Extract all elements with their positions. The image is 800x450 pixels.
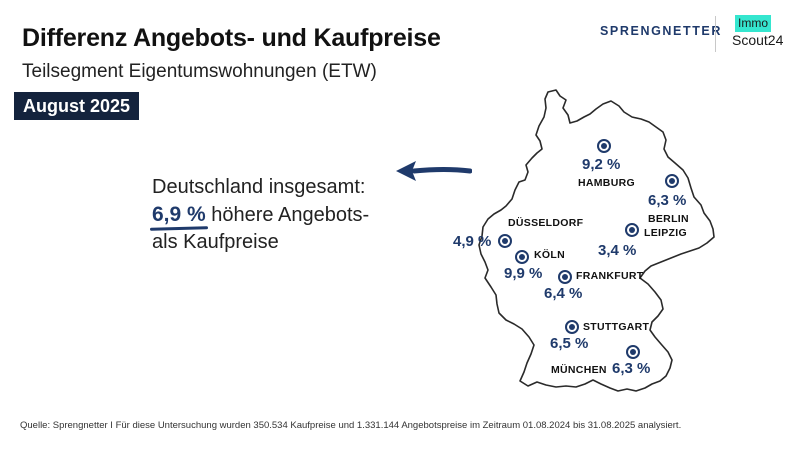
muenchen-label: MÜNCHEN bbox=[551, 364, 607, 376]
source-note: Quelle: Sprengnetter I Für diese Untersu… bbox=[20, 420, 682, 431]
berlin-marker bbox=[665, 174, 679, 188]
muenchen-value: 6,3 % bbox=[612, 360, 651, 377]
hamburg-value: 9,2 % bbox=[582, 156, 621, 173]
koeln-marker bbox=[515, 250, 529, 264]
germany-outline bbox=[478, 89, 715, 392]
date-badge: August 2025 bbox=[14, 92, 140, 120]
national-line3: als Kaufpreise bbox=[152, 231, 279, 253]
national-line2: 6,9 % höhere Angebots- bbox=[149, 201, 370, 231]
sprengnetter-logo: SPRENGNETTER bbox=[600, 24, 722, 38]
hamburg-marker bbox=[597, 139, 611, 153]
stuttgart-marker bbox=[565, 320, 579, 334]
hamburg-label: HAMBURG bbox=[578, 177, 635, 189]
leipzig-label: LEIPZIG bbox=[644, 227, 687, 239]
page-subtitle: Teilsegment Eigentumswohnungen (ETW) bbox=[22, 61, 377, 82]
koeln-value: 9,9 % bbox=[504, 265, 543, 282]
koeln-label: KÖLN bbox=[534, 249, 565, 261]
national-value: 6,9 % bbox=[149, 203, 208, 231]
pointer-arrow bbox=[396, 161, 472, 181]
logo-divider bbox=[715, 16, 716, 52]
national-line2-rest: höhere Angebots- bbox=[205, 204, 370, 226]
leipzig-marker bbox=[625, 223, 639, 237]
frankfurt-value: 6,4 % bbox=[544, 285, 583, 302]
immoscout-logo-bottom: Scout24 bbox=[732, 32, 784, 48]
stuttgart-label: STUTTGART bbox=[583, 321, 650, 333]
page-title: Differenz Angebots- und Kaufpreise bbox=[22, 24, 441, 52]
national-line1: Deutschland insgesamt: bbox=[152, 176, 366, 198]
berlin-value: 6,3 % bbox=[648, 192, 687, 209]
frankfurt-marker bbox=[558, 270, 572, 284]
muenchen-marker bbox=[626, 345, 640, 359]
stuttgart-value: 6,5 % bbox=[550, 335, 589, 352]
duesseldorf-label: DÜSSELDORF bbox=[508, 217, 584, 229]
national-summary: Deutschland insgesamt: 6,9 % höhere Ange… bbox=[149, 174, 370, 256]
berlin-label: BERLIN bbox=[648, 213, 689, 225]
duesseldorf-value: 4,9 % bbox=[453, 233, 492, 250]
immoscout-logo-top: Immo bbox=[735, 15, 771, 32]
frankfurt-label: FRANKFURT bbox=[576, 270, 644, 282]
leipzig-value: 3,4 % bbox=[598, 242, 637, 259]
duesseldorf-marker bbox=[498, 234, 512, 248]
